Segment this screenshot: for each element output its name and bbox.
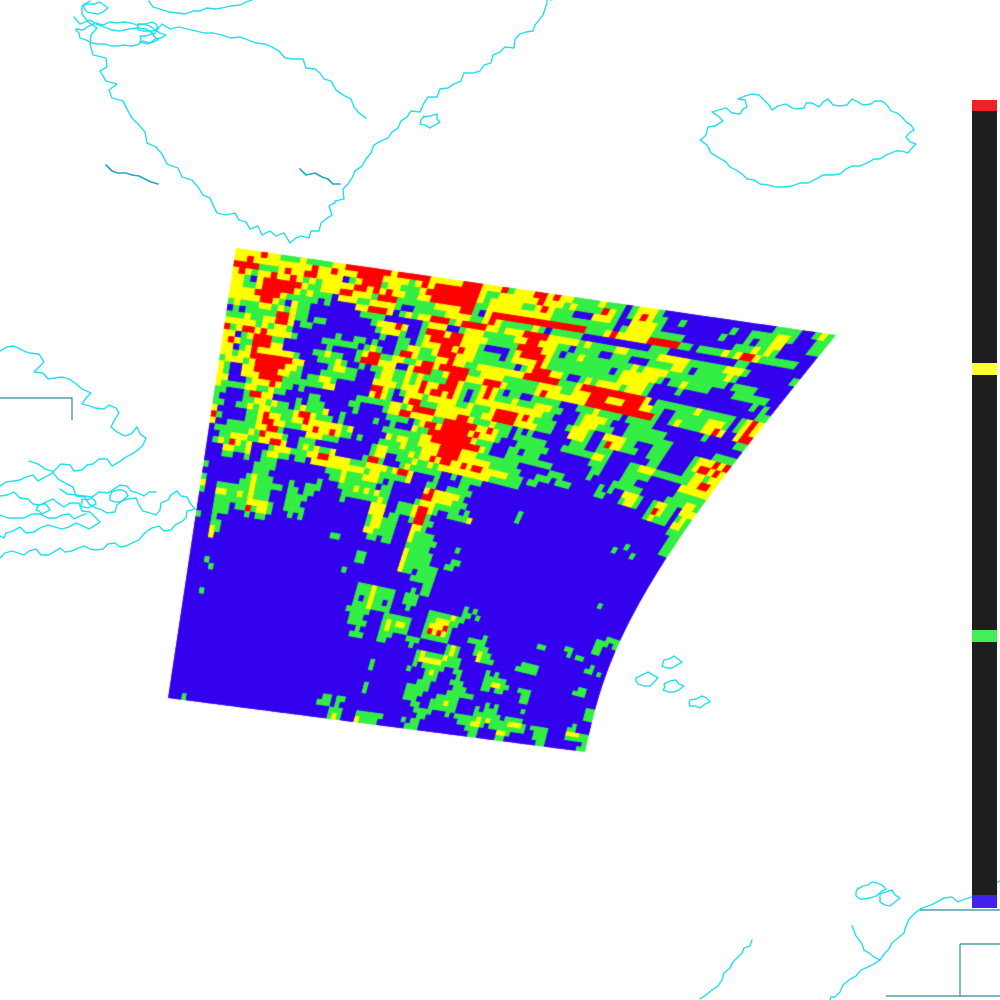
colorbar-band-2[interactable] xyxy=(972,363,997,375)
colorbar-background xyxy=(972,100,997,908)
colorbar-band-3[interactable] xyxy=(972,630,997,642)
colorbar-band-4[interactable] xyxy=(972,895,997,908)
colorbar-band-1[interactable] xyxy=(972,100,997,111)
colorbar-bands[interactable] xyxy=(972,100,997,908)
